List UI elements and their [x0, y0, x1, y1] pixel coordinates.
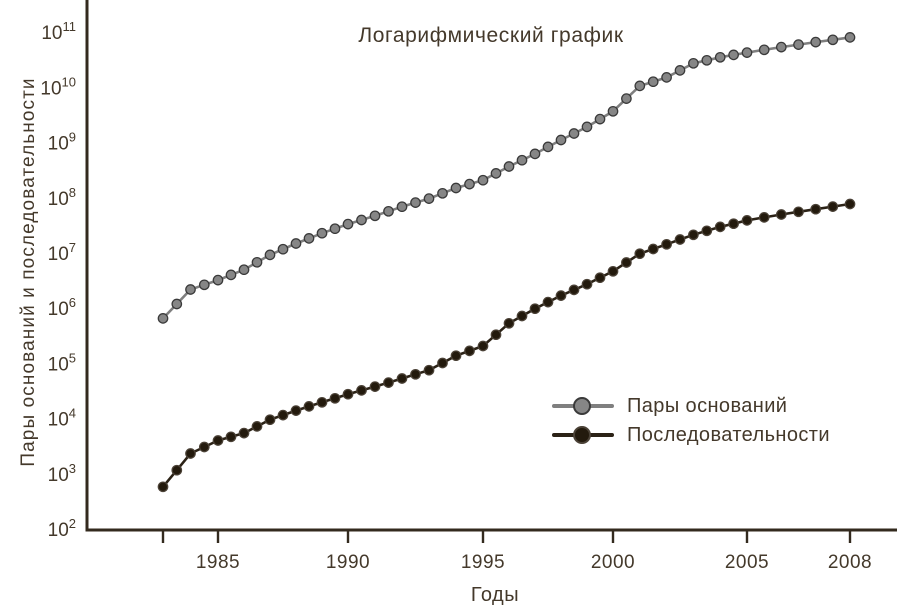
- svg-text:107: 107: [48, 240, 76, 265]
- svg-text:109: 109: [48, 130, 76, 155]
- legend-label-sequences: Последовательности: [627, 423, 830, 446]
- legend-dot-icon: [573, 397, 591, 415]
- svg-text:108: 108: [48, 185, 76, 210]
- svg-text:1990: 1990: [326, 552, 370, 573]
- svg-text:102: 102: [48, 516, 76, 541]
- svg-text:2008: 2008: [828, 552, 872, 573]
- svg-text:2000: 2000: [591, 552, 635, 573]
- svg-text:1010: 1010: [40, 74, 76, 99]
- svg-text:104: 104: [48, 406, 76, 431]
- svg-text:106: 106: [48, 295, 76, 320]
- svg-text:1011: 1011: [41, 19, 76, 44]
- chart-title: Логарифмический график: [358, 24, 624, 47]
- legend-dot-icon: [573, 426, 591, 444]
- y-axis-title: Пары оснований и последовательности: [18, 77, 39, 467]
- legend-item-base-pairs: Пары оснований: [552, 394, 830, 418]
- svg-text:2005: 2005: [725, 552, 769, 573]
- legend-item-sequences: Последовательности: [552, 423, 830, 447]
- svg-text:1995: 1995: [461, 552, 505, 573]
- sequences-marker-icon: [552, 423, 614, 447]
- svg-text:1985: 1985: [196, 552, 240, 573]
- legend-label-base-pairs: Пары оснований: [627, 394, 788, 417]
- svg-text:105: 105: [48, 350, 76, 375]
- legend: Пары оснований Последовательности: [552, 394, 830, 447]
- x-axis-title: Годы: [470, 584, 520, 606]
- svg-text:103: 103: [48, 461, 76, 486]
- base-pairs-marker-icon: [552, 394, 614, 418]
